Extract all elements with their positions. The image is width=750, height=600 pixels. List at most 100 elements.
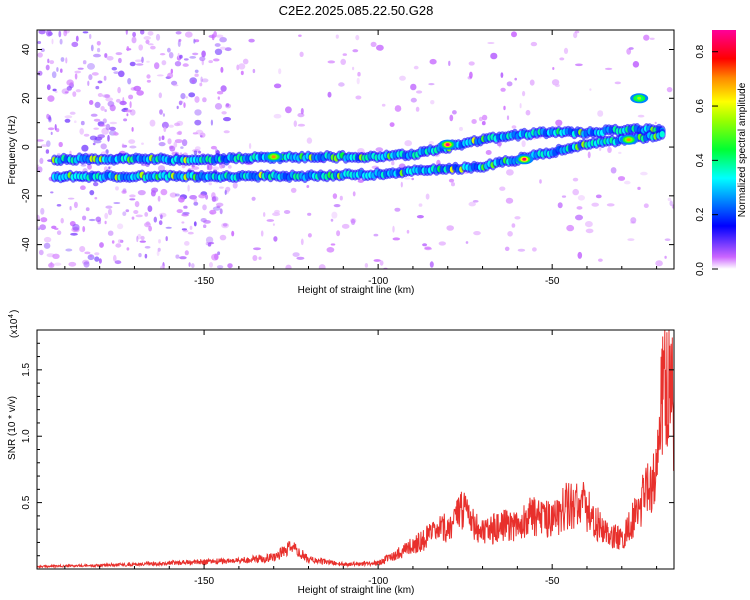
noise-speckle [194,73,199,77]
noise-speckle [39,157,44,164]
noise-speckle [100,106,105,111]
noise-speckle [577,195,586,201]
noise-speckle [487,42,495,44]
noise-speckle [61,88,70,95]
noise-speckle [194,69,199,74]
noise-speckle [73,201,78,209]
noise-speckle [213,58,220,62]
noise-speckle [392,237,401,241]
noise-speckle [306,137,313,144]
noise-speckle [219,186,224,189]
noise-speckle [113,132,119,136]
noise-speckle [212,196,219,202]
noise-speckle [330,218,334,222]
noise-speckle [133,210,139,214]
noise-speckle [338,82,345,87]
noise-speckle [80,120,85,126]
noise-speckle [591,202,599,207]
noise-speckle [105,123,111,131]
noise-speckle [221,222,230,229]
noise-speckle [389,122,395,127]
snr-panel: -150 -100 -50 0.5 1.0 1.5 Height of straight… [7,310,675,596]
noise-speckle [514,77,517,81]
noise-speckle [167,72,174,79]
noise-speckle [117,239,123,244]
noise-speckle [97,93,103,97]
noise-speckle [121,143,125,148]
noise-speckle [643,34,650,41]
noise-speckle [179,256,187,260]
noise-speckle [332,193,338,199]
noise-speckle [175,31,182,35]
noise-speckle [285,106,292,114]
noise-speckle [318,264,326,269]
noise-speckle [449,114,454,122]
noise-speckle [399,75,406,81]
x-tick-label: -50 [545,576,560,587]
noise-speckle [146,79,151,83]
noise-speckle [55,128,60,133]
colorbar-gradient [712,30,736,269]
noise-speckle [158,136,161,142]
noise-speckle [131,216,135,220]
noise-speckle [145,39,150,45]
noise-speckle [297,112,305,118]
noise-speckle [219,234,227,241]
noise-speckle [610,167,617,174]
noise-speckle [192,52,199,56]
noise-speckle [422,243,428,247]
noise-speckle [75,89,81,93]
heatmap-frame [36,29,675,270]
noise-speckle [514,216,521,220]
noise-speckle [191,164,195,168]
noise-speckle [499,186,506,191]
noise-speckle [82,259,90,265]
noise-speckle [160,188,168,196]
noise-speckle [172,84,179,87]
noise-speckle [109,104,116,112]
noise-speckle [94,252,100,256]
x-tick-label: -150 [194,276,214,287]
noise-speckle [290,187,297,193]
noise-speckle [627,238,635,242]
noise-speckle [104,53,108,58]
noise-speckle [89,135,98,141]
noise-speckle [293,120,297,127]
noise-speckle [208,182,212,186]
colorbar-ticks: 0.0 0.2 0.4 0.6 0.8 [695,44,718,276]
noise-speckle [664,255,667,259]
noise-speckle [46,113,50,120]
noise-speckle [416,215,424,219]
noise-speckle [193,150,198,155]
noise-speckle [618,151,622,154]
noise-speckle [183,102,186,108]
noise-speckle [198,193,206,199]
noise-speckle [167,138,172,145]
y-tick-label: 40 [21,44,32,56]
noise-speckle [216,90,224,95]
colorbar-tick-label: 0.2 [695,207,706,221]
noise-speckle [530,41,538,47]
noise-speckle [552,67,555,70]
noise-speckle [467,76,472,80]
noise-speckle [64,115,73,119]
noise-speckle [46,30,52,37]
noise-speckle [217,96,220,100]
noise-speckle [104,212,109,219]
noise-speckle [160,214,163,220]
noise-speckle [428,83,435,86]
noise-speckle [48,116,52,123]
noise-speckle [115,186,119,191]
noise-speckle [273,83,282,89]
noise-speckle [468,201,476,207]
noise-speckle [56,230,62,235]
noise-speckle [451,182,455,187]
noise-speckle [47,127,55,131]
noise-speckle [125,209,130,213]
noise-speckle [187,231,194,235]
noise-speckle [193,38,196,44]
noise-speckle [84,251,91,255]
colorbar-tick-label: 0.4 [695,153,706,167]
noise-speckle [75,35,79,42]
noise-speckle [156,250,160,256]
